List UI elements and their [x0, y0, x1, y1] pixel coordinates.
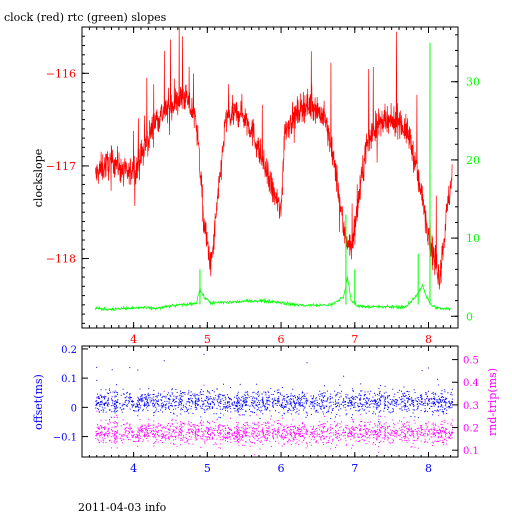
y2-tick-label: 0.4 [463, 378, 479, 389]
footer-date: 2011-04-03 info [78, 501, 167, 512]
offset-panel: 4 5 6 7 8 0.2 0.1 0 −0.1 0.5 0.4 0.3 0.2 0.1 offset(m… [32, 345, 499, 475]
slope-series [94, 27, 453, 312]
x-tick-label: 6 [278, 462, 285, 475]
x-tick-label: 4 [130, 333, 137, 346]
y2-tick-label: 0.5 [463, 356, 479, 367]
offset-plot-frame [81, 345, 459, 458]
y2-tick-label: 30 [466, 76, 480, 89]
offset-series [95, 353, 454, 456]
y-tick-label: −116 [46, 67, 76, 80]
slope-panel: 4 5 6 7 8 −116 −117 −118 0 10 20 30 clockslope [32, 26, 480, 346]
x-tick-label: 4 [130, 462, 137, 475]
y-tick-label: −0.1 [53, 433, 77, 444]
x-tick-label: 5 [204, 462, 211, 475]
y2-tick-label: 0.2 [463, 424, 479, 435]
offset-scatter [95, 353, 454, 430]
y2-tick-label: 20 [466, 154, 480, 167]
x-tick-label: 6 [278, 333, 285, 346]
x-tick-label: 5 [204, 333, 211, 346]
rnd-trip-scatter [95, 384, 453, 456]
slope-plot-frame [81, 26, 459, 329]
y2-tick-label: 0.3 [463, 401, 479, 412]
y-tick-label: 0.2 [61, 345, 77, 356]
y-tick-label: −118 [46, 253, 76, 266]
offset-axes: 4 5 6 7 8 0.2 0.1 0 −0.1 0.5 0.4 0.3 0.2 0.1 [53, 345, 479, 475]
offset-axis-label: offset(ms) [32, 374, 45, 430]
rndtrip-axis-label: rnd-trip(ms) [486, 368, 499, 436]
slope-axes: 4 5 6 7 8 −116 −117 −118 0 10 20 30 [46, 26, 480, 346]
x-tick-label: 8 [425, 462, 432, 475]
chart-title: clock (red) rtc (green) slopes [4, 11, 167, 24]
clock-series-line [94, 27, 453, 290]
y-tick-label: −117 [46, 160, 76, 173]
y-tick-label: 0 [71, 403, 77, 414]
y2-tick-label: 0.1 [463, 446, 479, 457]
x-tick-label: 8 [425, 333, 432, 346]
rnd-trip-points [95, 384, 453, 456]
clockslope-axis-label: clockslope [32, 149, 45, 207]
y-tick-label: 0.1 [61, 374, 77, 385]
rtc-series-line [94, 276, 451, 312]
x-tick-label: 7 [351, 333, 358, 346]
y2-tick-label: 0 [466, 310, 473, 323]
y2-tick-label: 10 [466, 232, 480, 245]
x-tick-label: 7 [351, 462, 358, 475]
offset-points [95, 353, 454, 430]
